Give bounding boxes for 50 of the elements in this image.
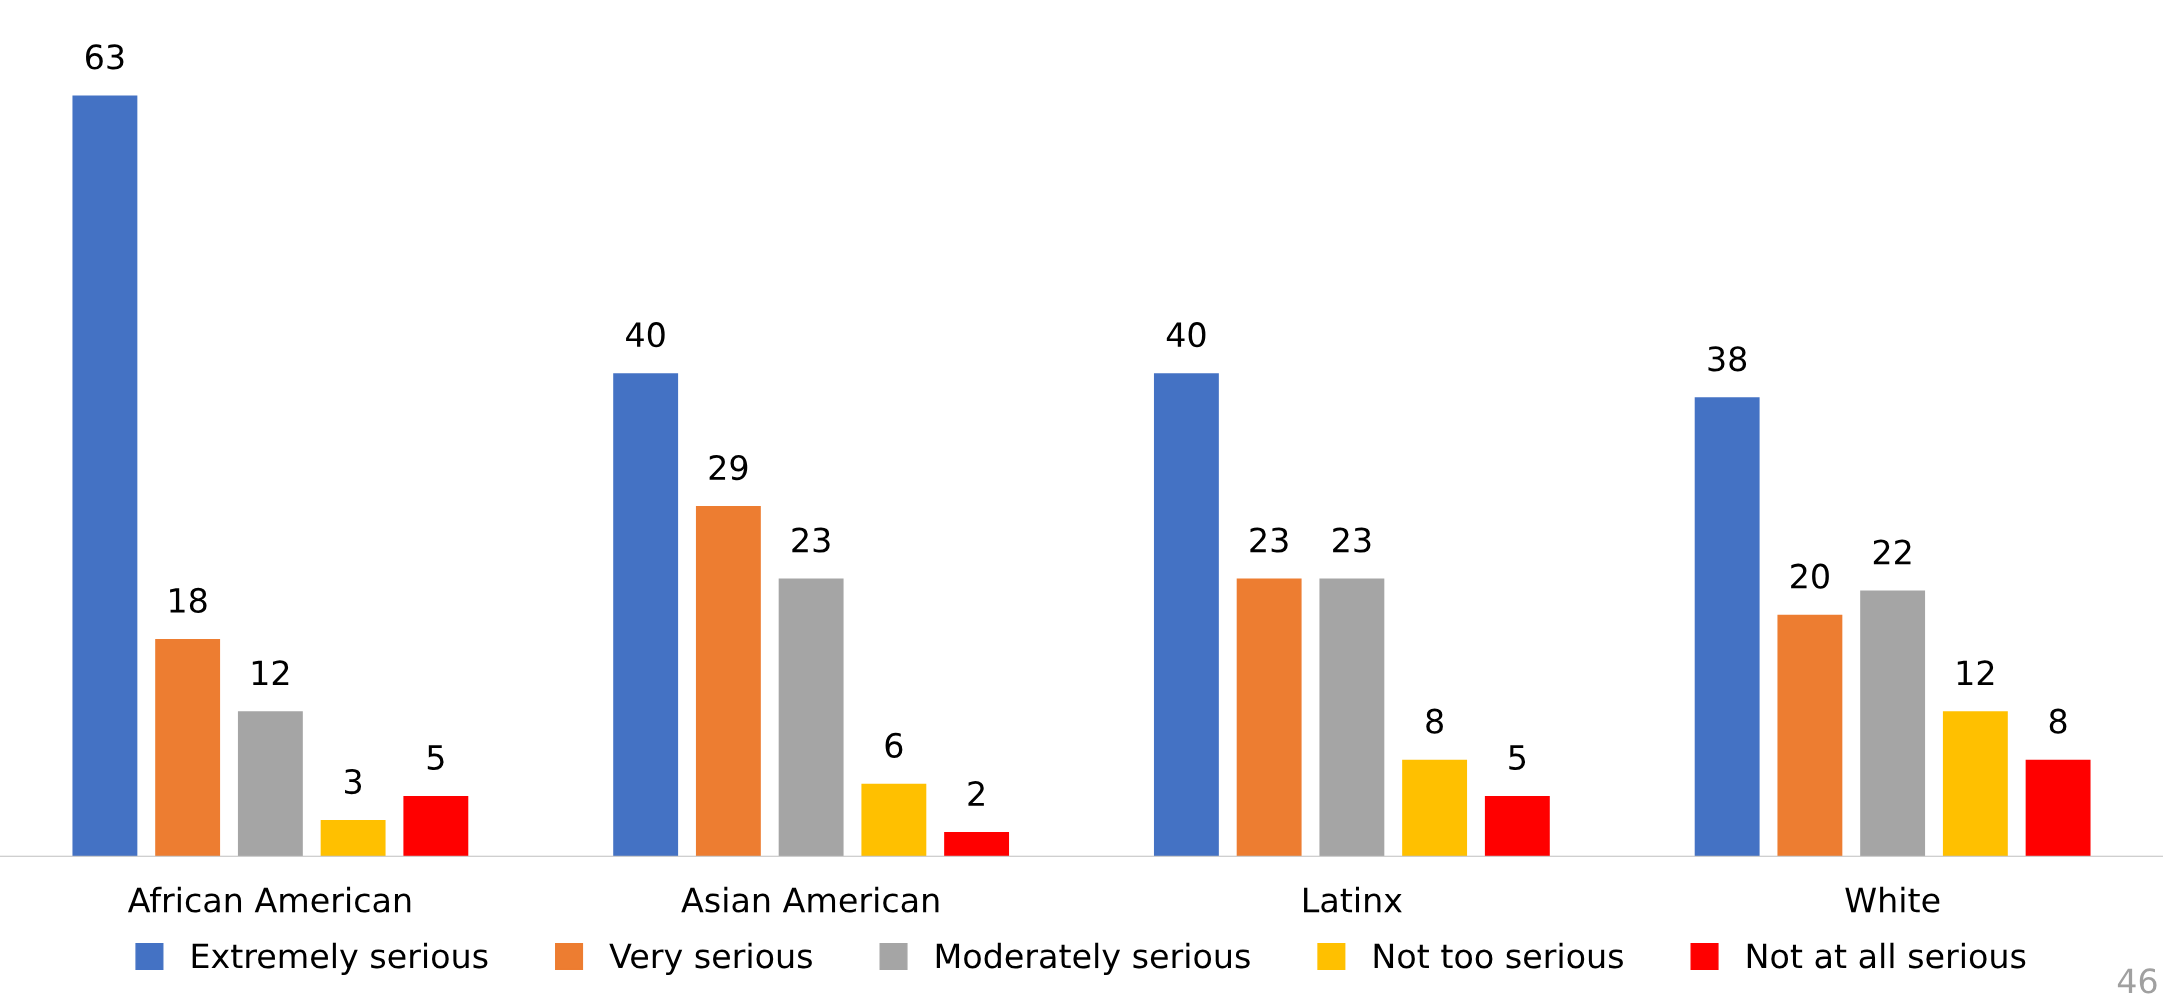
data-label: 40 <box>1166 322 1206 348</box>
x-tick-label: White <box>1845 886 1940 913</box>
legend-label: Very serious <box>609 942 812 975</box>
data-label: 63 <box>86 44 124 70</box>
data-label: 12 <box>252 660 289 685</box>
data-label: 2 <box>968 780 984 806</box>
bar <box>1484 795 1550 857</box>
data-label: 5 <box>427 745 444 770</box>
x-tick-label: Asian American <box>681 886 939 913</box>
bar <box>1777 614 1843 857</box>
data-label: 23 <box>792 527 830 553</box>
data-label: 22 <box>1873 539 1911 565</box>
bar <box>1942 711 2008 857</box>
legend-label: Not too serious <box>1374 942 1623 969</box>
legend-label: Not at all serious <box>1747 942 2026 969</box>
legend-label: Extremely serious <box>192 942 488 975</box>
bar <box>695 506 761 857</box>
text: 46 <box>2117 968 2157 994</box>
data-label: 8 <box>2049 708 2067 734</box>
data-label: 18 <box>170 587 207 613</box>
bar <box>1236 578 1302 857</box>
data-label: 12 <box>1957 660 1994 685</box>
data-label: 6 <box>885 732 903 758</box>
bar <box>613 373 679 857</box>
data-label: 8 <box>1426 708 1443 734</box>
legend-label: Moderately serious <box>936 942 1250 975</box>
bar <box>1860 590 1926 857</box>
bar <box>403 795 469 857</box>
bar <box>1319 578 1385 857</box>
data-label: 5 <box>1509 745 1526 770</box>
bar <box>944 832 1010 857</box>
bar <box>237 711 303 857</box>
data-label: 38 <box>1708 346 1747 372</box>
bar <box>155 638 221 857</box>
bar <box>2025 759 2091 857</box>
data-label: 40 <box>626 322 665 348</box>
data-label: 23 <box>1250 527 1288 553</box>
bar <box>1402 759 1468 857</box>
bar <box>1694 397 1760 857</box>
x-tick-label: Latinx <box>1304 886 1402 913</box>
x-tick-label: African American <box>127 886 411 913</box>
bar <box>72 95 138 857</box>
bar <box>1153 373 1219 857</box>
bar <box>320 820 386 857</box>
data-label: 3 <box>345 768 362 795</box>
data-label: 29 <box>709 454 748 481</box>
data-label: 20 <box>1791 563 1829 589</box>
bar <box>861 783 927 857</box>
data-label: 23 <box>1333 527 1371 553</box>
bar <box>778 578 844 857</box>
